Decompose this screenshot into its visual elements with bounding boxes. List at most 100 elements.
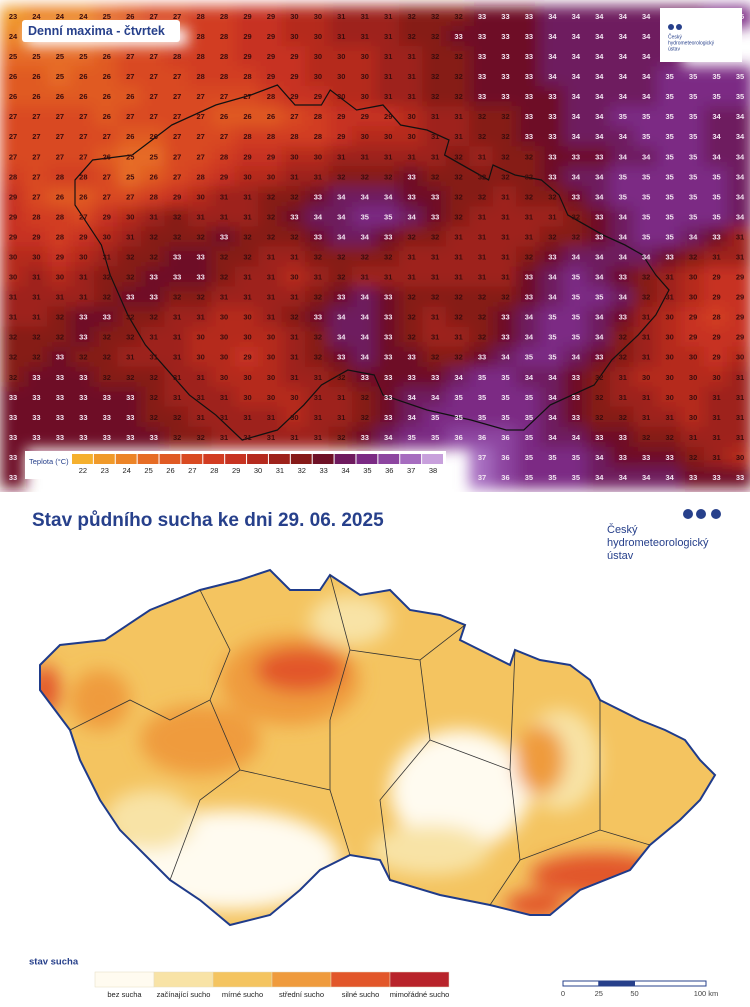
heat-cell xyxy=(539,246,566,269)
cell-value: 33 xyxy=(501,72,509,81)
cell-value: 27 xyxy=(56,132,64,141)
cell-value: 27 xyxy=(196,132,204,141)
cell-value: 30 xyxy=(689,373,697,382)
cell-value: 31 xyxy=(79,273,87,282)
cell-value: 35 xyxy=(548,333,556,342)
cell-value: 32 xyxy=(454,293,462,302)
heat-cell xyxy=(305,146,331,169)
cell-value: 34 xyxy=(572,433,581,442)
heat-cell xyxy=(656,126,683,149)
legend-swatch xyxy=(422,454,443,464)
heat-cell xyxy=(680,326,706,349)
heat-cell xyxy=(516,86,542,109)
cell-value: 29 xyxy=(736,273,744,282)
heat-cell xyxy=(140,46,167,69)
cell-value: 32 xyxy=(32,333,40,342)
heat-cell xyxy=(586,206,613,229)
cell-value: 35 xyxy=(736,92,744,101)
cell-value: 33 xyxy=(736,473,744,482)
cell-value: 33 xyxy=(9,473,17,482)
cell-value: 30 xyxy=(665,353,673,362)
legend-label: mimořádné sucho xyxy=(390,990,450,999)
cell-value: 26 xyxy=(103,52,111,61)
cell-value: 29 xyxy=(9,192,17,201)
cell-value: 32 xyxy=(454,152,462,161)
heat-cell xyxy=(492,366,519,389)
cell-value: 32 xyxy=(196,293,204,302)
heat-cell xyxy=(563,346,589,369)
legend-title: Teplota (°C) xyxy=(29,457,69,466)
cell-value: 32 xyxy=(501,152,509,161)
cell-value: 34 xyxy=(595,313,604,322)
legend-swatch xyxy=(203,454,225,464)
heat-cell xyxy=(23,106,50,129)
heat-cell xyxy=(234,286,261,309)
cell-value: 31 xyxy=(290,433,298,442)
cell-value: 30 xyxy=(243,313,251,322)
heat-cell xyxy=(258,166,284,189)
heat-cell xyxy=(211,126,237,149)
cell-value: 31 xyxy=(150,353,158,362)
cell-value: 33 xyxy=(501,333,509,342)
heat-cell xyxy=(211,426,237,449)
heat-cell xyxy=(539,166,566,189)
heat-cell xyxy=(563,406,589,429)
scale-segment xyxy=(598,981,635,986)
heat-cell xyxy=(234,206,261,229)
cell-value: 32 xyxy=(150,313,158,322)
legend-label: 38 xyxy=(429,466,437,475)
cell-value: 32 xyxy=(384,172,392,181)
heat-cell xyxy=(633,146,659,169)
heat-cell xyxy=(469,306,495,329)
cell-value: 29 xyxy=(9,232,17,241)
cell-value: 34 xyxy=(595,453,604,462)
heat-cell xyxy=(164,66,190,89)
heat-cell xyxy=(117,66,143,89)
heat-field xyxy=(0,5,750,490)
heat-cell xyxy=(140,166,167,189)
cell-value: 32 xyxy=(525,192,533,201)
heat-cell xyxy=(563,226,589,249)
cell-value: 32 xyxy=(243,232,251,241)
heat-cell xyxy=(633,326,659,349)
cell-value: 28 xyxy=(196,52,204,61)
cell-value: 31 xyxy=(408,253,416,262)
cell-value: 33 xyxy=(478,32,486,41)
heat-cell xyxy=(211,386,237,409)
legend-swatch xyxy=(159,454,181,464)
cell-value: 32 xyxy=(454,52,462,61)
cell-value: 33 xyxy=(384,313,392,322)
heat-cell xyxy=(610,26,636,49)
heat-cell xyxy=(328,46,355,69)
heat-cell xyxy=(680,426,706,449)
heat-cell xyxy=(610,186,636,209)
cell-value: 32 xyxy=(337,433,345,442)
cell-value: 31 xyxy=(665,273,673,282)
cell-value: 33 xyxy=(9,393,17,402)
heat-cell xyxy=(258,426,284,449)
map-title: Denní maxima - čtvrtek xyxy=(28,24,165,38)
heat-cell xyxy=(258,146,284,169)
heat-cell xyxy=(23,346,50,369)
cell-value: 33 xyxy=(572,152,580,161)
heat-cell xyxy=(586,306,613,329)
heat-cell xyxy=(398,206,425,229)
heat-cell xyxy=(563,306,589,329)
cell-value: 35 xyxy=(525,473,533,482)
heat-cell xyxy=(563,326,589,349)
heat-cell xyxy=(422,326,448,349)
cell-value: 30 xyxy=(267,353,275,362)
heat-cell xyxy=(516,306,542,329)
heat-cell xyxy=(610,166,636,189)
heat-cell xyxy=(680,146,706,169)
heat-cell xyxy=(117,266,143,289)
heat-cell xyxy=(680,166,706,189)
heat-cell xyxy=(211,5,237,29)
cell-value: 31 xyxy=(220,433,228,442)
heat-cell xyxy=(610,346,636,369)
heat-cell xyxy=(375,126,401,149)
heat-cell xyxy=(70,166,97,189)
cell-value: 33 xyxy=(56,353,64,362)
cell-value: 32 xyxy=(103,353,111,362)
cell-value: 32 xyxy=(408,32,416,41)
